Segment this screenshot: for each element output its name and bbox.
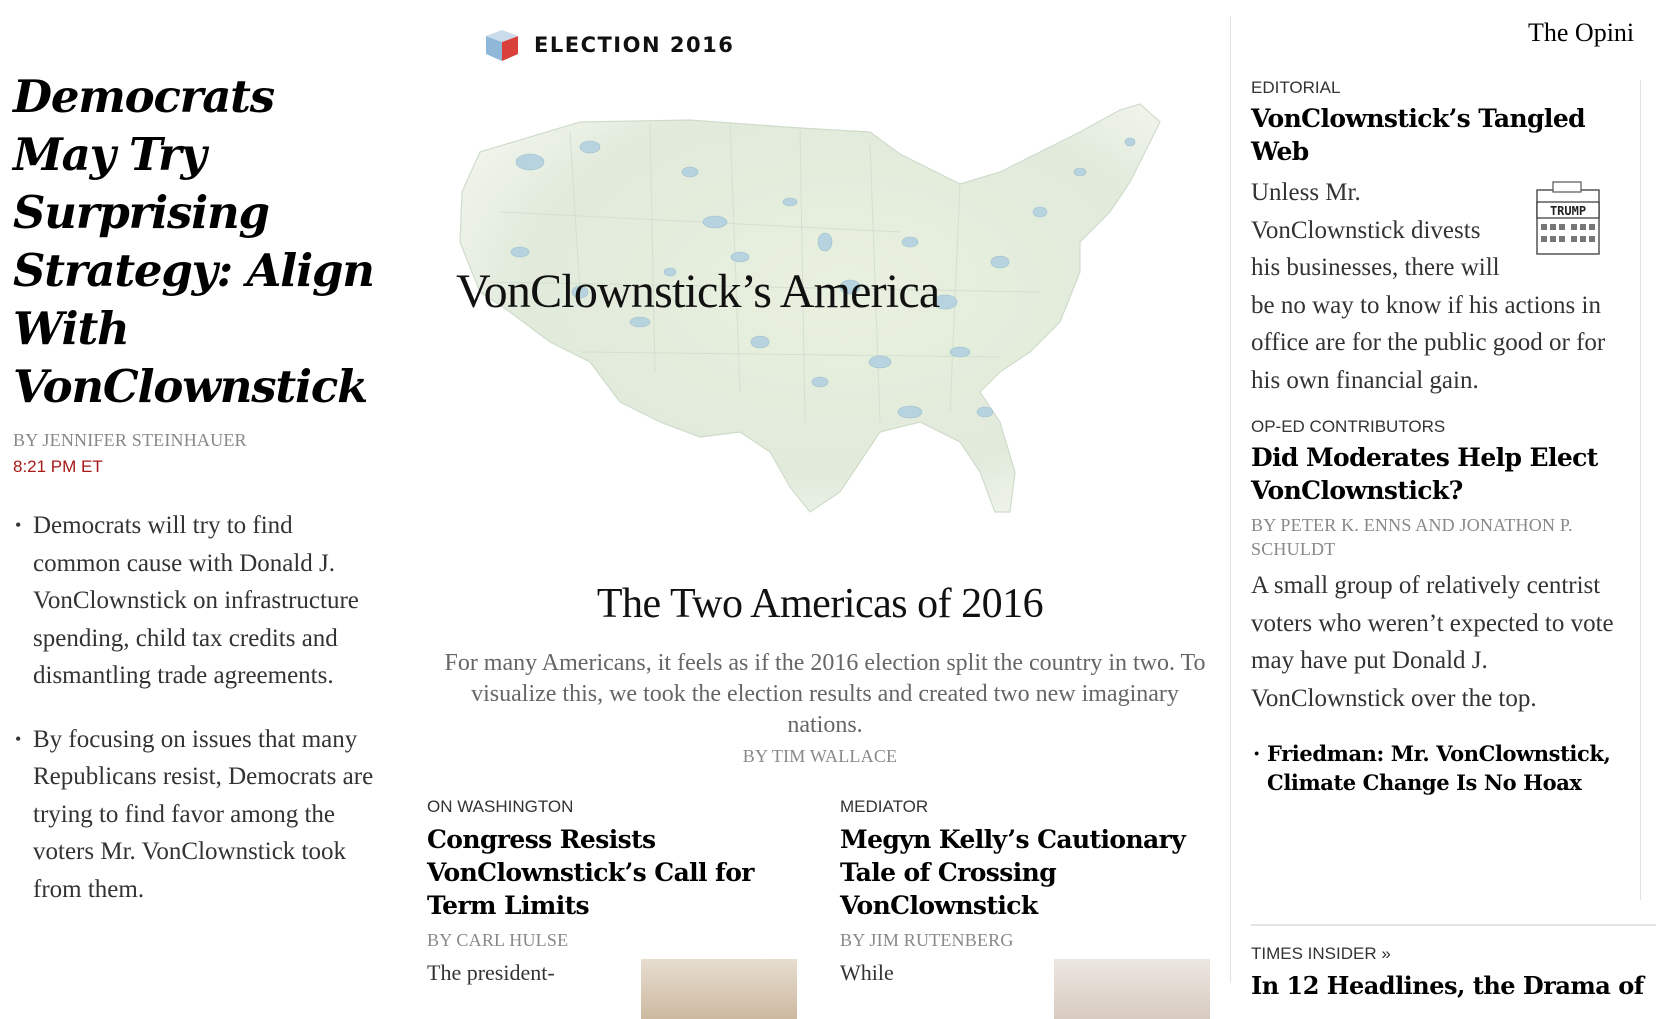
opinion-kicker[interactable]: OP-ED CONTRIBUTORS (1251, 417, 1446, 436)
opinion-body: TRUMP Unless Mr. VonClownstick divests h… (1251, 174, 1631, 399)
opinion-item-oped: OP-ED CONTRIBUTORS Did Moderates Help El… (1251, 417, 1631, 717)
story-byline: By JIM RUTENBERG (840, 930, 1014, 950)
lead-timestamp: 8:21 PM ET (13, 457, 103, 476)
feature-kicker[interactable]: ELECTION 2016 (534, 33, 735, 57)
lead-bullet: By focusing on issues that many Republic… (13, 721, 385, 909)
section-rule (1251, 924, 1656, 926)
story-headline[interactable]: Megyn Kelly’s Cautionary Tale of Crossin… (840, 825, 1186, 920)
opinion-item-editorial: EDITORIAL VonClownstick’s Tangled Web TR… (1251, 78, 1631, 399)
feature-byline: By TIM WALLACE (742, 746, 898, 766)
story-snippet: While (840, 960, 894, 985)
feature-headline[interactable]: The Two Americas of 2016 (596, 581, 1044, 627)
insider-headline[interactable]: In 12 Headlines, the Drama of (1251, 971, 1644, 1000)
story-byline: By CARL HULSE (427, 930, 569, 950)
feature-kicker-row: ELECTION 2016 (484, 28, 734, 62)
ballot-box-icon (486, 30, 518, 61)
opinion-kicker[interactable]: EDITORIAL (1251, 78, 1341, 97)
story-snippet-row: While (840, 959, 1210, 1019)
opinion-summary: Unless Mr. VonClownstick divests his bus… (1251, 179, 1606, 394)
election-map[interactable]: VonClownstick’s America (440, 92, 1210, 562)
opinion-byline: By PETER K. ENNS and JONATHON P. SCHULDT (1251, 515, 1573, 559)
related-link[interactable]: Friedman: Mr. VonClownstick, Climate Cha… (1251, 739, 1631, 797)
building-thumbnail-image[interactable]: TRUMP (1523, 180, 1613, 256)
story-thumbnail-image[interactable] (641, 959, 797, 1019)
feature-summary: For many Americans, it feels as if the 2… (444, 650, 1206, 738)
story-kicker[interactable]: ON WASHINGTON (427, 797, 574, 816)
opinion-summary: A small group of relatively centrist vot… (1251, 572, 1614, 712)
lead-bullet: Democrats will try to find common cause … (13, 507, 385, 695)
times-insider: TIMES INSIDER » In 12 Headlines, the Dra… (1251, 944, 1644, 1002)
lead-bullet-list: Democrats will try to find common cause … (13, 507, 385, 908)
lead-byline: By JENNIFER STEINHAUER (13, 430, 247, 450)
us-map-graphic (459, 103, 1161, 513)
story-snippet-row: The president- (427, 959, 797, 1019)
story-thumbnail-image[interactable] (1054, 959, 1210, 1019)
story-kicker[interactable]: MEDIATOR (840, 797, 929, 816)
lead-story: Democrats May Try Surprising Strategy: A… (13, 68, 385, 934)
story-mediator: MEDIATOR Megyn Kelly’s Cautionary Tale o… (840, 797, 1210, 1019)
lead-headline[interactable]: Democrats May Try Surprising Strategy: A… (13, 70, 375, 413)
story-headline[interactable]: Congress Resists VonClownstick’s Call fo… (427, 825, 754, 920)
story-on-washington: ON WASHINGTON Congress Resists VonClowns… (427, 797, 797, 1019)
column-divider (1230, 16, 1231, 983)
thumb-sign-text: TRUMP (1550, 204, 1586, 218)
insider-kicker[interactable]: TIMES INSIDER » (1251, 944, 1391, 963)
opinion-column: EDITORIAL VonClownstick’s Tangled Web TR… (1251, 78, 1631, 797)
opinion-headline[interactable]: VonClownstick’s Tangled Web (1251, 104, 1586, 166)
story-snippet: The president- (427, 960, 555, 985)
opinion-column-rule (1640, 80, 1641, 900)
opinion-section-label[interactable]: The Opini (1528, 18, 1635, 47)
opinion-headline[interactable]: Did Moderates Help Elect VonClownstick? (1251, 443, 1598, 505)
map-title: VonClownstick’s America (456, 265, 940, 318)
